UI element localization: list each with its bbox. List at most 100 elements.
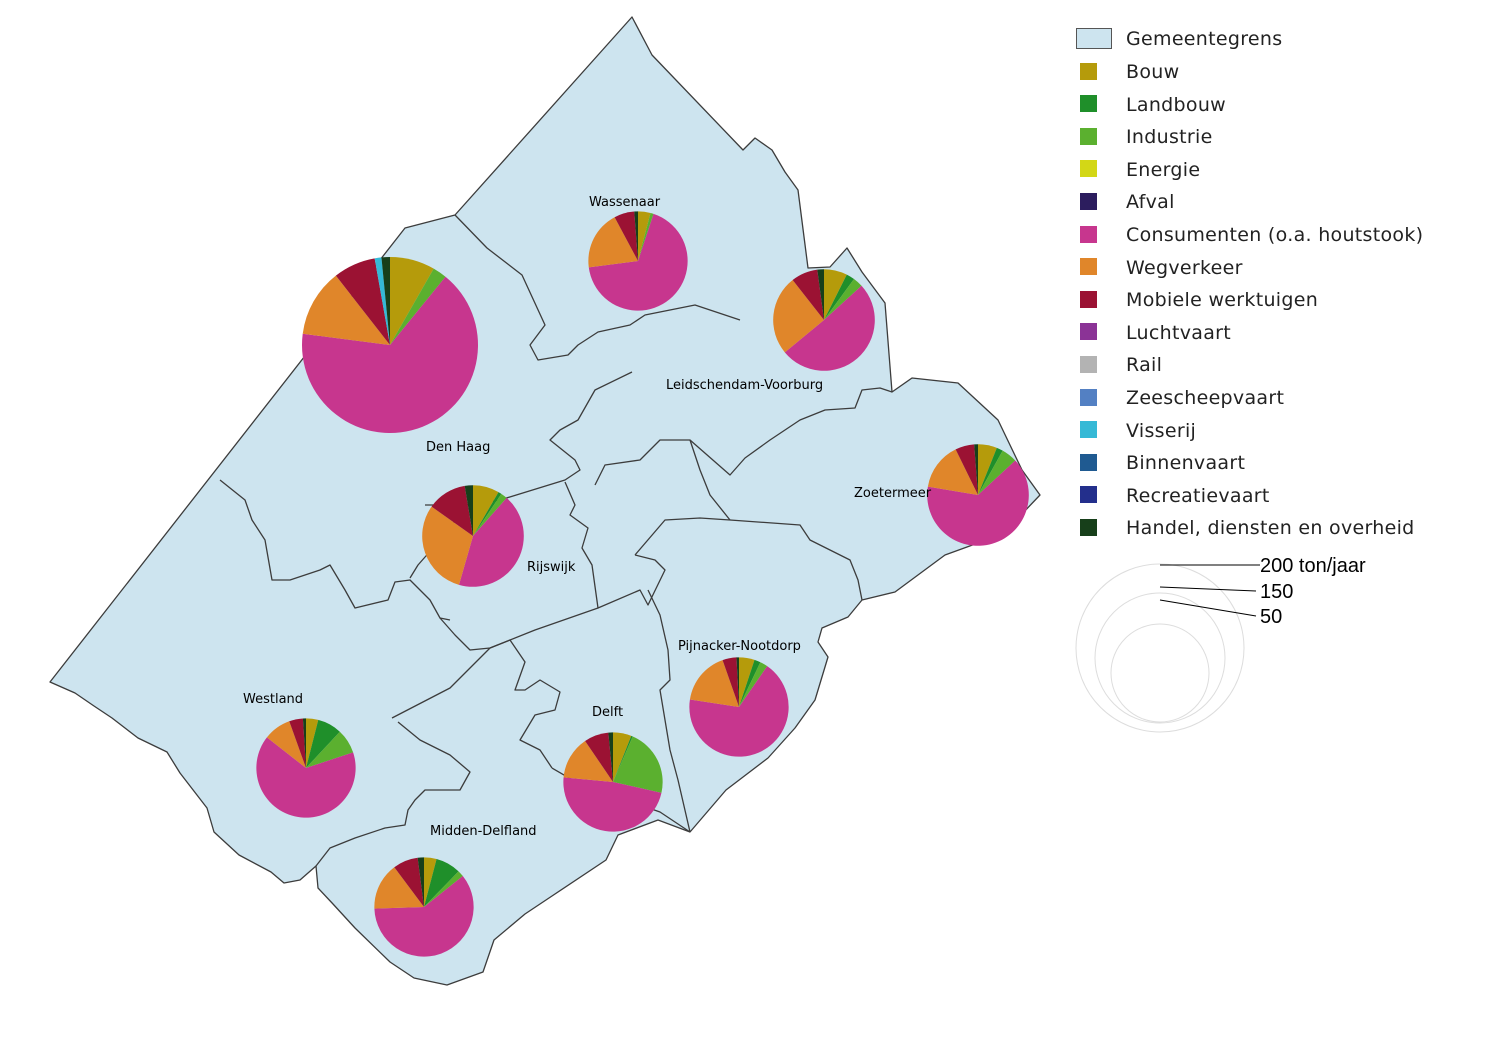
- pie-slice: [978, 444, 997, 495]
- pie-slice: [374, 876, 474, 957]
- pie-slice: [464, 485, 473, 536]
- size-leader-medium: [1159, 586, 1257, 592]
- pie-slice: [417, 857, 424, 907]
- pie-slice: [390, 257, 434, 345]
- legend-label: Binnenvaart: [1126, 452, 1246, 475]
- legend-swatch: [1080, 290, 1097, 308]
- pie-slice: [390, 268, 446, 345]
- label-den-haag: Den Haag: [426, 440, 490, 455]
- pie-slice: [613, 732, 632, 782]
- pie-layer: [256, 211, 1029, 957]
- border-middendelfland-west: [315, 721, 471, 867]
- pie-slice: [739, 657, 755, 707]
- legend-label: Afval: [1126, 191, 1175, 214]
- border-leidschendam-zoetermeer: [689, 387, 893, 476]
- pie-slice: [927, 449, 978, 495]
- pie-slice: [335, 258, 390, 345]
- legend-label: Landbouw: [1126, 93, 1226, 116]
- legend-swatch: [1080, 95, 1097, 113]
- size-circle-medium: [1094, 592, 1226, 724]
- pie-slice: [302, 275, 390, 345]
- legend-swatch: [1080, 160, 1097, 178]
- legend-item: Wegverkeer: [1076, 251, 1242, 283]
- pie-slice: [978, 450, 1016, 495]
- pie-slice: [974, 444, 978, 495]
- legend-swatch: [1080, 518, 1097, 536]
- legend-label: Recreatievaart: [1126, 484, 1270, 507]
- legend-label: Gemeentegrens: [1126, 28, 1283, 50]
- legend-swatch: [1080, 258, 1097, 276]
- pie-slice: [473, 485, 499, 536]
- pie-slice: [739, 659, 761, 707]
- border-rijswijk-east: [564, 481, 666, 609]
- label-pijnacker-nootdorp: Pijnacker-Nootdorp: [678, 639, 801, 654]
- pie-slice: [689, 660, 739, 707]
- legend-item: Rail: [1076, 348, 1162, 380]
- border-zoetermeer-pijnacker: [729, 519, 863, 601]
- pie-slice: [394, 857, 424, 907]
- boundary-swatch: [1076, 27, 1112, 49]
- legend-label: Bouw: [1126, 61, 1180, 83]
- pie-slice: [613, 735, 633, 782]
- legend-label: Mobiele werktuigen: [1126, 289, 1319, 312]
- legend-swatch: [1080, 355, 1097, 373]
- legend-item: Luchtvaart: [1076, 316, 1231, 348]
- pie-slice: [422, 506, 473, 585]
- pie-slice: [736, 657, 739, 707]
- pie-slice: [638, 212, 654, 261]
- size-legend: 200 ton/jaar 150 50: [1075, 555, 1366, 733]
- legend-item: Afval: [1076, 185, 1174, 217]
- legend-item: Recreatievaart: [1076, 479, 1269, 511]
- legend-item: Energie: [1076, 153, 1200, 185]
- pie-slice: [585, 732, 613, 782]
- pie-slice: [784, 285, 875, 371]
- legend-label: Consumenten (o.a. houtstook): [1126, 224, 1424, 246]
- pie-slice: [302, 276, 479, 433]
- pie-slice: [424, 857, 437, 907]
- legend-label: Industrie: [1126, 126, 1213, 149]
- legend-item: Visserij: [1076, 414, 1196, 446]
- border-delft-pijnacker: [647, 589, 691, 833]
- pie-slice: [381, 257, 390, 345]
- pie-slice: [739, 662, 768, 707]
- pie-slice: [374, 257, 390, 345]
- label-midden-delfland: Midden-Delfland: [430, 824, 537, 839]
- pie-slice: [722, 657, 739, 707]
- legend-label: Luchtvaart: [1126, 321, 1232, 344]
- pie-slice: [927, 460, 1029, 546]
- pie-slice: [563, 740, 613, 782]
- legend-label: Handel, diensten en overheid: [1126, 517, 1415, 540]
- border-denhaag-westland: [219, 479, 451, 621]
- legend-item: Consumenten (o.a. houtstook): [1076, 218, 1423, 250]
- pie-slice: [955, 444, 978, 495]
- pie-slice: [689, 666, 789, 757]
- pie-slice: [266, 721, 306, 768]
- legend-swatch: [1080, 225, 1097, 243]
- pie-slice: [306, 718, 319, 768]
- pie-slice: [458, 497, 524, 587]
- pie-slice: [302, 718, 306, 768]
- label-rijswijk: Rijswijk: [527, 560, 576, 575]
- pie-slice: [306, 719, 340, 768]
- legend-item: Mobiele werktuigen: [1076, 283, 1318, 315]
- legend-swatch: [1080, 388, 1097, 406]
- pie-slice: [588, 217, 638, 268]
- legend-swatch: [1080, 453, 1097, 471]
- pie-slice: [824, 274, 854, 320]
- legend-label: Rail: [1126, 354, 1163, 377]
- border-rijswijk-south: [439, 607, 599, 651]
- label-westland: Westland: [243, 692, 303, 707]
- legend-label: Energie: [1126, 158, 1201, 181]
- pie-slice: [306, 731, 354, 768]
- border-westland-middendelfland: [391, 639, 561, 769]
- pie-slice: [588, 213, 688, 311]
- size-circle-large: [1075, 563, 1245, 733]
- legend-swatch: [1080, 127, 1097, 145]
- legend-item: Landbouw: [1076, 88, 1226, 120]
- legend-item: Industrie: [1076, 120, 1212, 152]
- label-wassenaar: Wassenaar: [589, 195, 661, 210]
- pie-slice: [978, 447, 1003, 495]
- legend-item-boundary: Gemeentegrens: [1076, 22, 1282, 54]
- pie-slice: [817, 269, 824, 320]
- pie-slice: [431, 485, 473, 536]
